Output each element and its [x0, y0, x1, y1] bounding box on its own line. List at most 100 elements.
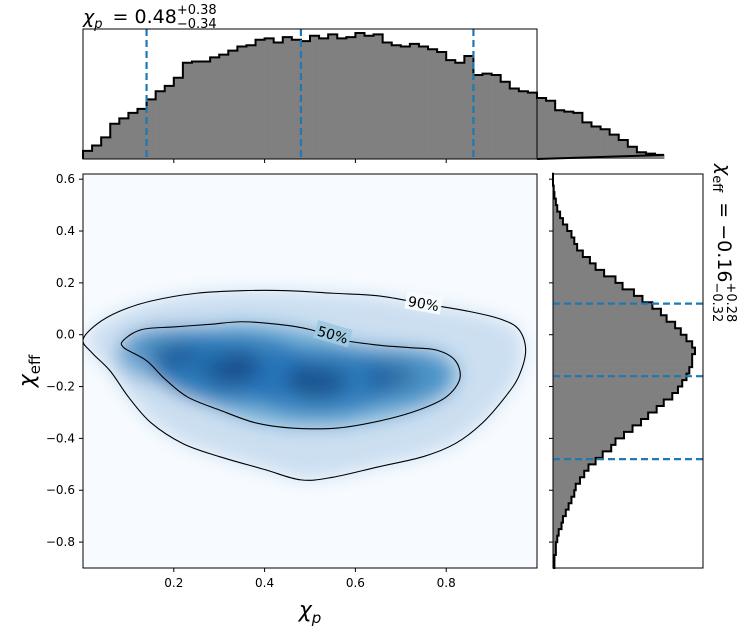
histogram-bar [553, 289, 634, 297]
histogram-bar [553, 386, 678, 394]
histogram-bar [553, 477, 580, 485]
histogram-bar [553, 516, 563, 523]
histogram-bar [553, 328, 681, 336]
histogram-bar [553, 509, 566, 517]
y-tick-label: 0.0 [56, 328, 75, 342]
histogram-bar [491, 75, 501, 159]
chi-p-histogram [82, 32, 665, 160]
histogram-bar [319, 38, 329, 159]
histogram-bar [273, 42, 284, 159]
chi-eff-title-minus: −0.32 [709, 282, 724, 322]
histogram-bar [564, 111, 574, 159]
histogram-bar [553, 218, 563, 225]
histogram-bar [553, 380, 683, 387]
contour-label-bg [313, 320, 353, 348]
histogram-bar [83, 150, 93, 159]
histogram-bar [553, 295, 643, 303]
chi-eff-title-sub: eff [709, 175, 724, 193]
histogram-bar [553, 360, 693, 368]
histogram-bar [553, 205, 558, 212]
histogram-bar [553, 503, 569, 510]
histogram-bar [128, 112, 138, 159]
histogram-bar [553, 529, 559, 536]
histogram-bar [228, 50, 238, 160]
histogram-bar [553, 224, 568, 232]
chi-eff-title-symbol: χ [713, 163, 735, 176]
histogram-bar [300, 41, 311, 160]
histogram-bar [591, 126, 601, 159]
contour-label-bg [404, 290, 443, 315]
histogram-bar [482, 73, 492, 159]
histogram-bar [373, 34, 383, 159]
histogram-bar [92, 145, 102, 159]
histogram-bar [553, 341, 693, 348]
x-axis-label-symbol: χ [298, 598, 313, 623]
histogram-bar [464, 56, 474, 159]
x-tick-label: 0.4 [255, 576, 274, 590]
x-axis-label: χp [298, 598, 322, 627]
histogram-bar [553, 393, 673, 400]
credible-contours [83, 289, 527, 481]
chi-eff-title-plus: +0.28 [723, 282, 738, 322]
histogram-bar [553, 470, 585, 478]
histogram-bar [391, 45, 402, 159]
histogram-bar [337, 38, 347, 159]
histogram-bar [355, 33, 365, 159]
top-marginal-panel: χp = 0.48+0.38 −0.34 [82, 3, 665, 163]
histogram-bar [518, 91, 529, 159]
histogram-bar [201, 61, 211, 159]
histogram-bar [553, 457, 596, 465]
histogram-bar [537, 98, 547, 159]
chi-eff-quantile-lines [553, 302, 703, 461]
histogram-outline [82, 32, 665, 160]
y-tick-label: −0.6 [46, 483, 75, 497]
histogram-bar [553, 334, 687, 342]
histogram-bar [246, 45, 256, 159]
chi-eff-side-ticks [549, 178, 553, 543]
histogram-bar [553, 464, 589, 472]
histogram-bar [553, 308, 661, 316]
x-axis-ticks: 0.2 0.4 0.6 0.8 [164, 568, 456, 590]
joint-density-panel: 90%50% 0.2 0.4 0.6 0.8 0.60.40.20.0−0.2−0.4… [15, 172, 538, 627]
x-tick-label: 0.8 [437, 576, 456, 590]
histogram-bar [101, 137, 111, 159]
histogram-bar [310, 35, 320, 159]
histogram-bar [164, 85, 175, 159]
y-tick-label: −0.2 [46, 380, 75, 394]
y-axis-label: χeff [15, 354, 44, 388]
histogram-bar [553, 451, 603, 459]
histogram-bar [553, 243, 578, 251]
histogram-bar [346, 37, 356, 160]
histogram-bar [553, 444, 612, 452]
contour-50-percent [120, 321, 461, 430]
histogram-bar [546, 100, 556, 159]
y-axis-label-sub: eff [26, 354, 44, 374]
histogram-bar [291, 39, 302, 159]
histogram-bar [627, 146, 638, 159]
histogram-bar [553, 483, 576, 491]
histogram-bar [553, 425, 633, 433]
histogram-bar [553, 438, 616, 446]
histogram-bar [553, 237, 575, 245]
histogram-bar [382, 42, 393, 159]
histogram-bar [173, 77, 184, 159]
histogram-bar [553, 276, 616, 284]
chi-eff-title: χeff = −0.16+0.28−0.32 [709, 163, 738, 322]
right-marginal-panel: χeff = −0.16+0.28−0.32 [549, 163, 738, 569]
histogram-bar [437, 51, 447, 159]
y-axis-label-symbol: χ [15, 373, 40, 388]
density-peak-core [147, 340, 200, 371]
histogram-bar [553, 542, 556, 549]
x-tick-label: 0.2 [164, 576, 183, 590]
histogram-bar [446, 60, 456, 160]
histogram-bar [553, 548, 556, 556]
histogram-bar [155, 91, 166, 159]
histogram-bar [146, 99, 156, 159]
histogram-bar [553, 211, 561, 219]
chi-p-title-sub: p [93, 17, 102, 32]
histogram-bar [237, 46, 247, 159]
chi-eff-histogram [552, 172, 696, 569]
histogram-bar [618, 140, 629, 159]
histogram-bar [473, 75, 483, 159]
histogram-bar [527, 92, 538, 159]
